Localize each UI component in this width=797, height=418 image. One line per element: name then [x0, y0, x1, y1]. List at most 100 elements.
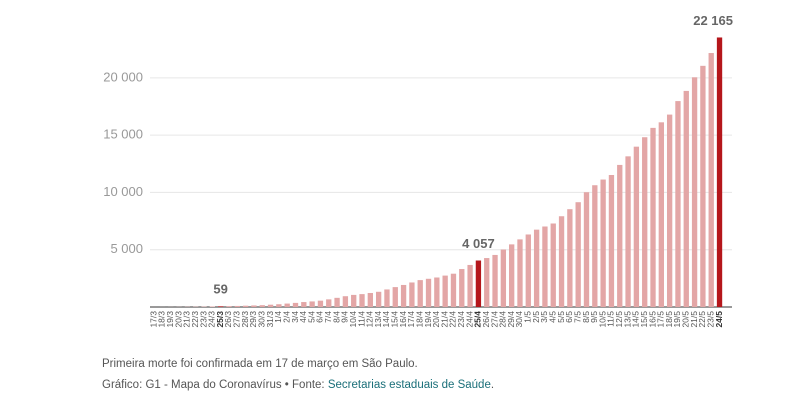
bar — [592, 185, 598, 307]
x-tick-label: 20/4 — [431, 311, 441, 328]
bar — [650, 127, 656, 307]
bar — [392, 287, 398, 307]
x-tick-label: 13/4 — [373, 311, 383, 328]
bar — [242, 305, 249, 307]
x-tick-label: 12/4 — [365, 311, 375, 328]
bar — [359, 294, 365, 307]
bar — [459, 269, 465, 307]
bar — [716, 37, 723, 308]
x-tick-label: 5/4 — [306, 311, 316, 323]
bar — [375, 291, 382, 307]
x-tick-label: 3/4 — [290, 311, 300, 323]
bar — [600, 179, 606, 307]
y-tick-label: 20 000 — [103, 69, 143, 84]
bar — [509, 244, 515, 307]
x-tick-label: 6/4 — [315, 311, 325, 323]
x-tick-label: 24/5 — [714, 311, 724, 328]
x-tick-label: 16/4 — [398, 311, 408, 328]
x-tick-label: 1/5 — [523, 311, 533, 323]
x-tick-label: 19/3 — [165, 311, 175, 328]
bar — [542, 226, 548, 307]
bar — [209, 306, 216, 307]
bar — [475, 260, 482, 307]
x-tick-label: 21/4 — [439, 311, 449, 328]
value-label: 22 165 — [693, 13, 733, 28]
y-tick-label: 15 000 — [103, 127, 143, 142]
bar — [666, 114, 673, 307]
x-tick-label: 18/3 — [157, 311, 167, 328]
x-tick-label: 25/3 — [215, 311, 225, 328]
x-tick-label: 12/5 — [614, 311, 624, 328]
bar — [342, 296, 349, 307]
x-tick-label: 27/3 — [232, 311, 242, 328]
bar — [700, 65, 706, 307]
bar — [292, 302, 299, 307]
bar — [617, 164, 623, 307]
x-tick-label: 26/3 — [223, 311, 233, 328]
x-tick-label: 8/5 — [581, 311, 591, 323]
bar — [425, 278, 432, 307]
x-tick-label: 9/5 — [589, 311, 599, 323]
bar — [500, 249, 507, 307]
bar — [317, 300, 324, 307]
bar — [301, 302, 307, 307]
x-tick-label: 20/5 — [681, 311, 691, 328]
x-tick-label: 19/4 — [423, 311, 433, 328]
bar — [384, 289, 390, 307]
bar — [218, 306, 224, 307]
x-tick-label: 8/4 — [331, 311, 341, 323]
source-link[interactable]: Secretarias estaduais de Saúde — [327, 379, 491, 391]
credit-end: . — [490, 379, 495, 391]
bar — [276, 304, 282, 307]
x-tick-label: 28/4 — [498, 311, 508, 328]
x-tick-label: 24/3 — [207, 311, 217, 328]
x-tick-label: 24/4 — [464, 311, 474, 328]
x-tick-label: 11/5 — [606, 311, 616, 327]
x-tick-label: 22/3 — [190, 311, 200, 328]
bar — [675, 101, 681, 307]
x-tick-label: 6/5 — [564, 311, 574, 323]
value-label: 4 057 — [462, 236, 495, 251]
credit-line: Gráfico: G1 - Mapa do Coronavírus • Font… — [102, 379, 494, 391]
x-tick-label: 4/5 — [547, 311, 557, 323]
bar — [450, 273, 457, 307]
bar — [708, 53, 714, 307]
x-tick-label: 25/4 — [473, 311, 483, 328]
x-tick-label: 4/4 — [298, 311, 308, 323]
bar — [558, 216, 565, 307]
bar — [367, 292, 373, 307]
x-tick-label: 10/4 — [348, 311, 358, 328]
bar — [326, 299, 332, 307]
bar — [583, 192, 590, 307]
x-tick-label: 22/4 — [448, 311, 458, 328]
x-tick-label: 23/3 — [198, 311, 208, 328]
x-tick-label: 18/4 — [414, 311, 424, 328]
x-tick-label: 18/5 — [664, 311, 674, 328]
bar — [400, 284, 407, 307]
bar — [492, 254, 498, 307]
x-tick-label: 29/3 — [248, 311, 258, 328]
bar — [434, 277, 440, 307]
bar — [417, 280, 423, 307]
bar — [259, 305, 265, 307]
bar — [608, 175, 615, 307]
x-tick-label: 20/3 — [173, 311, 183, 328]
bar — [226, 306, 232, 307]
bar — [517, 239, 523, 307]
bar — [633, 146, 640, 307]
bar — [625, 156, 631, 307]
bar — [251, 305, 257, 307]
x-tick-label: 31/3 — [265, 311, 275, 328]
bar — [642, 137, 648, 307]
x-tick-label: 17/3 — [148, 311, 158, 328]
x-tick-label: 2/5 — [531, 311, 541, 323]
value-label: 59 — [213, 281, 227, 296]
bar — [691, 77, 698, 307]
x-tick-label: 27/4 — [489, 311, 499, 328]
bar — [351, 294, 357, 307]
x-tick-label: 11/4 — [356, 311, 366, 327]
x-tick-label: 22/5 — [697, 311, 707, 328]
x-tick-label: 16/5 — [647, 311, 657, 328]
